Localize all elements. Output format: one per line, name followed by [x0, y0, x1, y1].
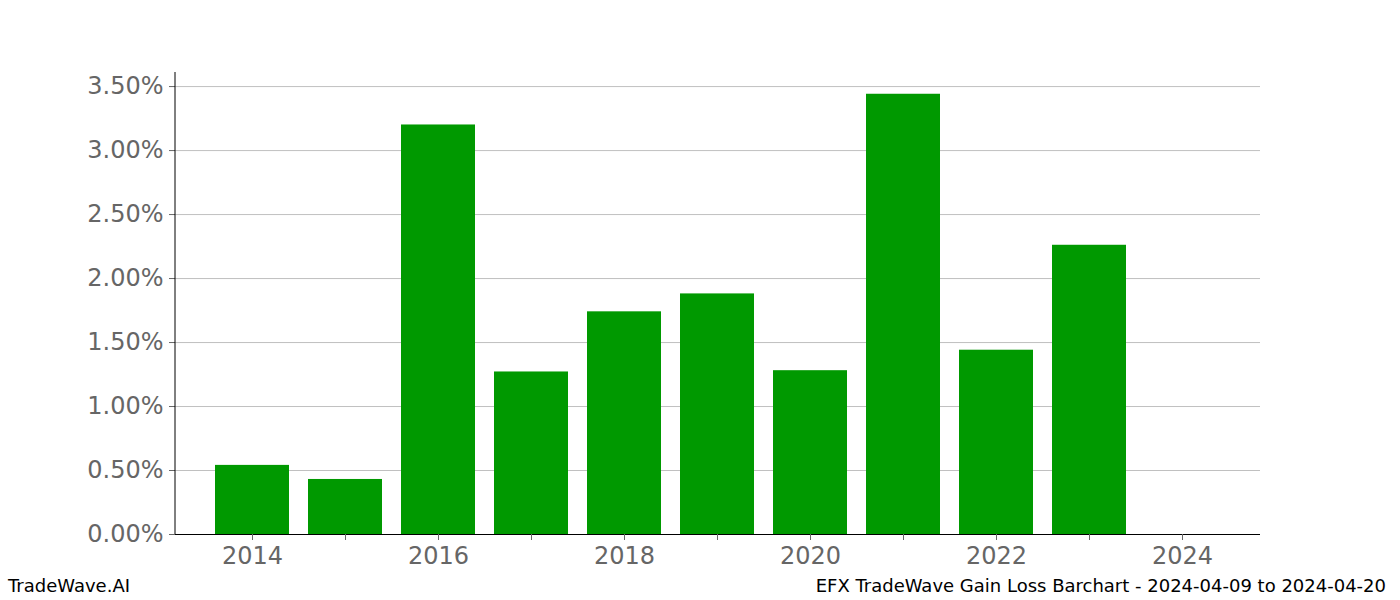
- svg-text:1.00%: 1.00%: [87, 392, 163, 420]
- svg-text:1.50%: 1.50%: [87, 328, 163, 356]
- svg-text:3.50%: 3.50%: [87, 72, 163, 100]
- svg-text:2.00%: 2.00%: [87, 264, 163, 292]
- svg-text:2024: 2024: [1152, 542, 1213, 570]
- svg-text:2014: 2014: [222, 542, 283, 570]
- svg-text:2016: 2016: [408, 542, 469, 570]
- svg-text:3.00%: 3.00%: [87, 136, 163, 164]
- svg-text:2020: 2020: [780, 542, 841, 570]
- svg-text:0.00%: 0.00%: [87, 520, 163, 548]
- svg-text:2022: 2022: [966, 542, 1027, 570]
- html-text:TradeWave.AI: TradeWave.AI: [8, 574, 130, 596]
- svg-text:0.50%: 0.50%: [87, 456, 163, 484]
- svg-text:2018: 2018: [594, 542, 655, 570]
- html-text:EFX TradeWave Gain Loss Barcha: EFX TradeWave Gain Loss Barchart - 2024-…: [815, 574, 1386, 596]
- svg-text:2.50%: 2.50%: [87, 200, 163, 228]
